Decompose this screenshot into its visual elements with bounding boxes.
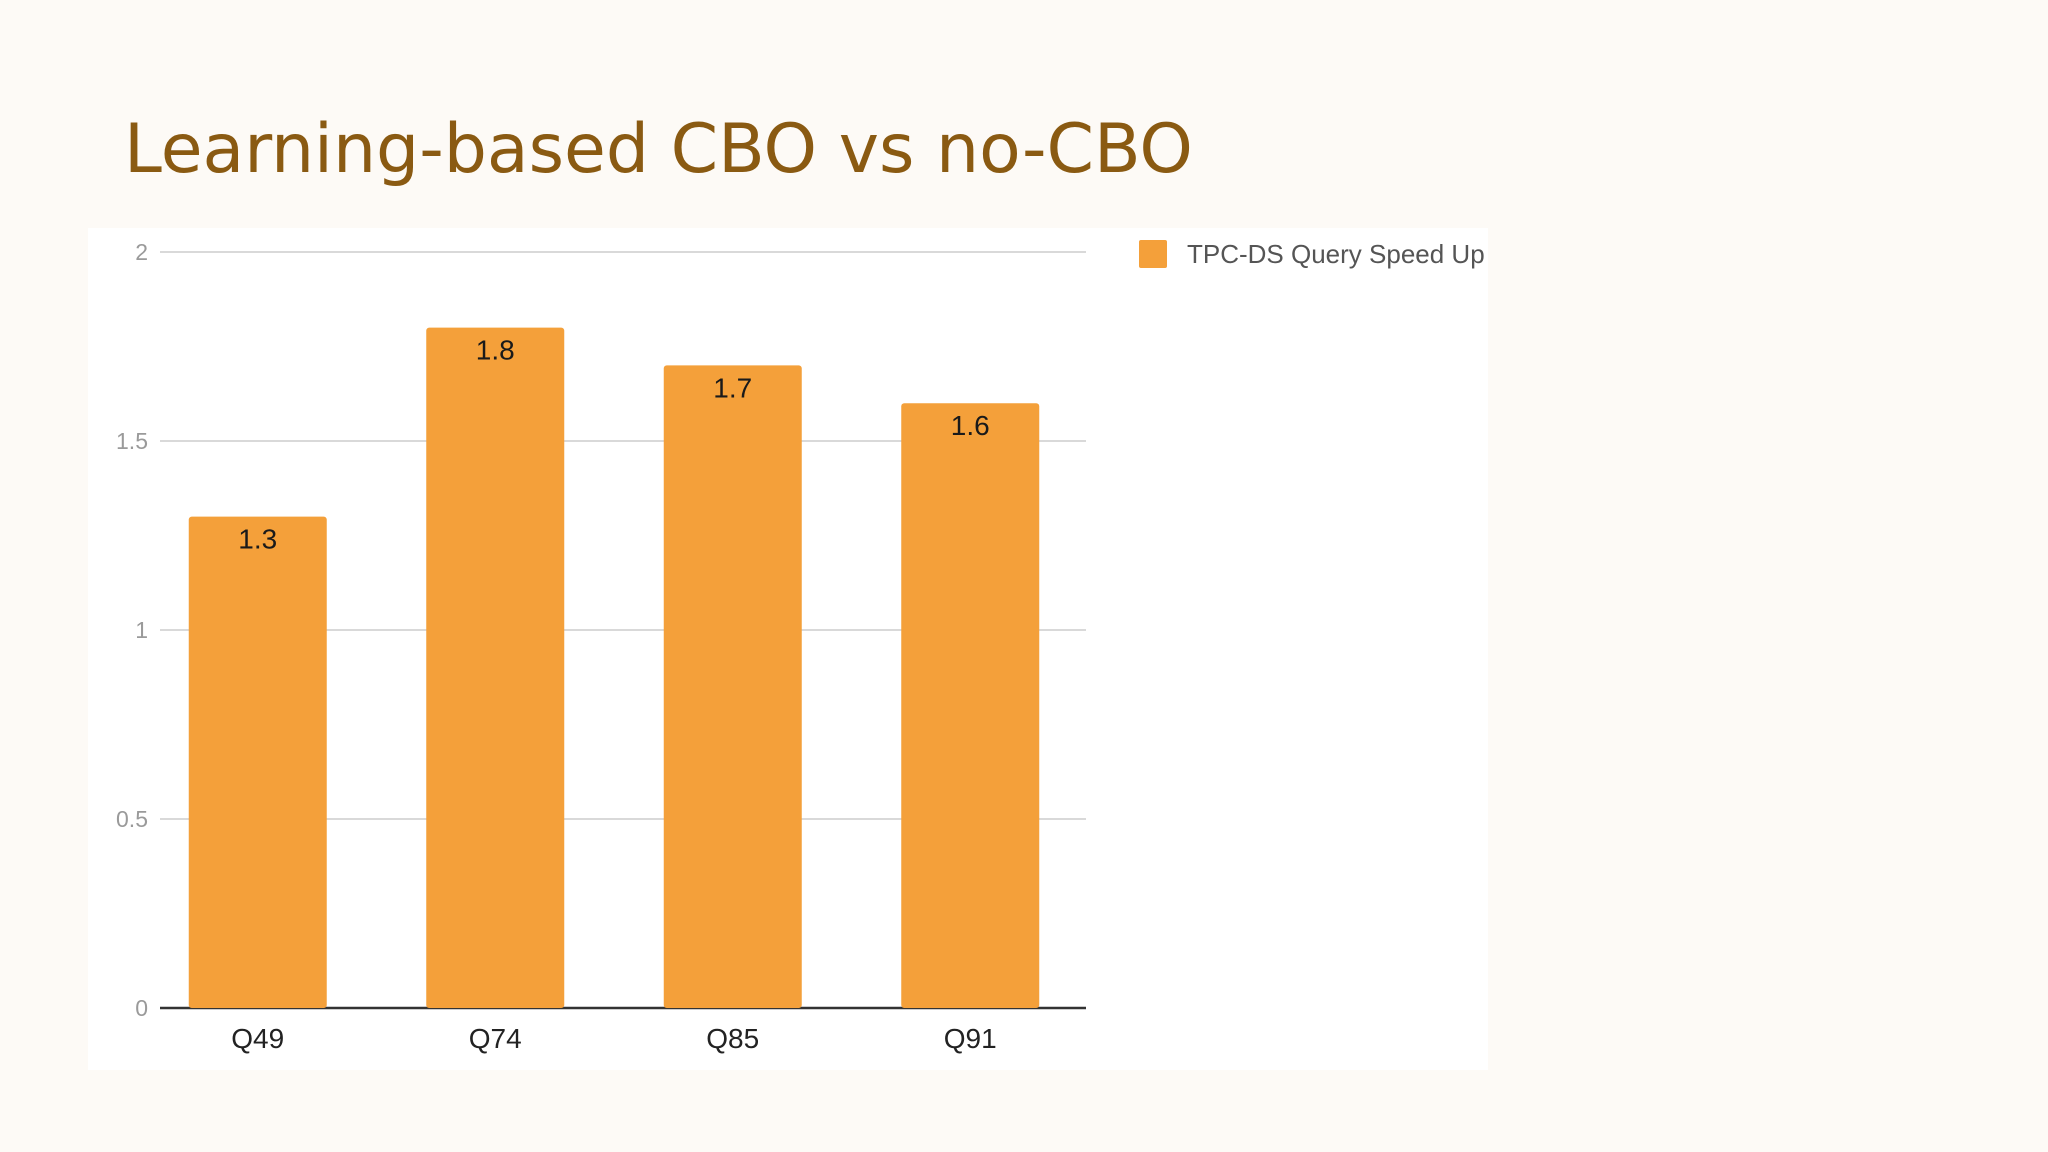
slide-title: Learning-based CBO vs no-CBO: [124, 110, 1193, 189]
x-category-label: Q74: [469, 1023, 522, 1054]
chart-panel: 0 0.5 1 1.5 2 1.3 Q49 1.8 Q74 1.7 Q85 1.6 Q91 TPC-DS…: [88, 228, 1488, 1070]
bar-chart: 0 0.5 1 1.5 2 1.3 Q49 1.8 Q74 1.7 Q85 1.6 Q91 TPC-DS…: [116, 239, 1485, 1054]
bar-q91: [901, 403, 1040, 1008]
data-label: 1.8: [476, 335, 515, 366]
data-label: 1.3: [238, 524, 277, 555]
x-category-label: Q85: [706, 1023, 759, 1054]
y-tick-label: 0: [135, 995, 148, 1021]
legend-swatch: [1139, 240, 1167, 268]
y-tick-label: 2: [135, 239, 148, 265]
bar-q85: [663, 365, 802, 1008]
x-category-label: Q91: [944, 1023, 997, 1054]
bar-q49: [188, 516, 327, 1008]
data-label: 1.6: [951, 410, 990, 441]
y-tick-label: 0.5: [116, 806, 148, 832]
bar-q74: [426, 327, 565, 1009]
y-tick-label: 1.5: [116, 428, 148, 454]
x-category-label: Q49: [231, 1023, 284, 1054]
data-label: 1.7: [713, 372, 752, 403]
y-tick-label: 1: [135, 617, 148, 643]
legend-label: TPC-DS Query Speed Up: [1187, 239, 1485, 269]
